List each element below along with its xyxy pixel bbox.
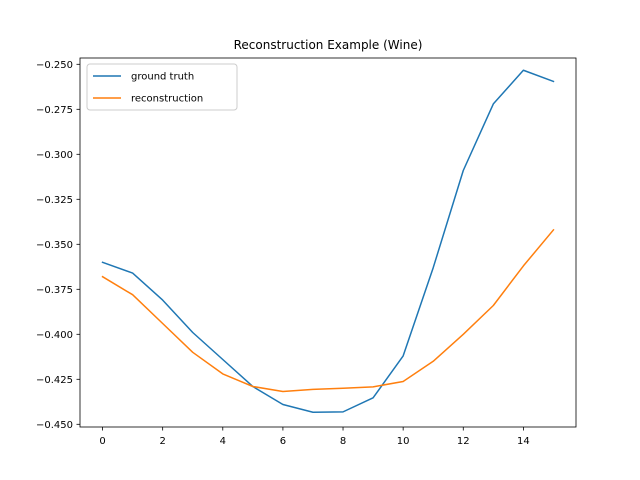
series-line-1 [101, 228, 555, 393]
plot-area: 0 2 4 6 8 10 12 14 −0.250 −0.275 −0.300 −0.325 −0.35… [36, 57, 577, 447]
y-tick-label: −0.450 [36, 420, 73, 431]
x-tick-label: 0 [99, 436, 105, 447]
legend-label-1: reconstruction [131, 94, 203, 105]
series-line-0 [101, 69, 555, 413]
x-tick-label: 8 [340, 436, 346, 447]
y-tick-label: −0.300 [36, 150, 73, 161]
y-tick-label: −0.375 [36, 285, 73, 296]
x-tick-label: 12 [457, 436, 470, 447]
chart-title: Reconstruction Example (Wine) [234, 38, 423, 52]
y-tick-label: −0.350 [36, 240, 73, 251]
y-tick-label: −0.400 [36, 330, 73, 341]
x-tick-label: 10 [397, 436, 410, 447]
legend-label-0: ground truth [131, 72, 194, 83]
y-tick-label: −0.425 [36, 375, 73, 386]
y-tick-label: −0.250 [36, 60, 73, 71]
y-tick-label: −0.275 [36, 105, 73, 116]
legend-box [86, 63, 238, 111]
x-tick-label: 2 [159, 436, 165, 447]
legend: ground truth reconstruction [86, 63, 238, 111]
x-tick-label: 14 [517, 436, 530, 447]
y-tick-label: −0.325 [36, 195, 73, 206]
x-tick-label: 6 [280, 436, 286, 447]
x-tick-label: 4 [220, 436, 226, 447]
axes-frame [79, 57, 577, 428]
